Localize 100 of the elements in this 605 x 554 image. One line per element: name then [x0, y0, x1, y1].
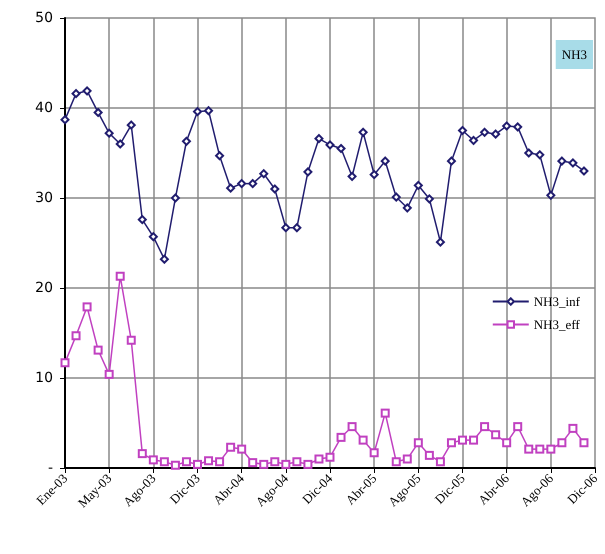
text: NH3 — [562, 47, 588, 62]
point — [215, 457, 224, 466]
point — [491, 130, 500, 139]
point — [436, 457, 445, 466]
point — [72, 89, 81, 98]
point — [513, 122, 522, 132]
point — [557, 156, 566, 166]
y-tick-label: 10 — [35, 370, 53, 386]
point — [568, 158, 578, 168]
point — [502, 122, 512, 130]
point — [326, 140, 334, 150]
point — [424, 194, 434, 204]
point — [524, 148, 534, 158]
point — [104, 370, 114, 379]
point — [160, 457, 169, 466]
point — [469, 136, 478, 145]
point — [480, 128, 490, 137]
point — [535, 150, 544, 160]
point — [82, 302, 92, 312]
point — [458, 436, 467, 445]
point — [148, 455, 158, 464]
point — [458, 126, 467, 135]
point — [259, 460, 268, 469]
point — [126, 336, 136, 345]
point — [402, 203, 412, 212]
point — [116, 272, 125, 281]
point — [182, 457, 191, 466]
point — [579, 166, 588, 176]
point — [126, 120, 136, 130]
point — [281, 460, 290, 469]
point — [392, 457, 401, 466]
point — [513, 422, 522, 432]
point — [380, 156, 390, 166]
point — [170, 460, 180, 470]
y-tick-label: 40 — [35, 100, 53, 116]
point — [104, 128, 114, 138]
point — [60, 358, 70, 368]
point — [348, 422, 357, 432]
point — [116, 140, 125, 148]
point — [480, 422, 490, 432]
point — [348, 172, 357, 181]
point — [579, 438, 588, 448]
point — [326, 452, 334, 462]
point — [60, 115, 70, 124]
point — [259, 169, 268, 178]
point — [424, 450, 434, 460]
point — [314, 134, 324, 144]
point — [336, 432, 346, 442]
point — [292, 457, 302, 466]
point — [82, 86, 92, 96]
point — [546, 190, 556, 200]
point — [303, 460, 312, 469]
point — [358, 128, 368, 137]
point — [546, 444, 556, 454]
point — [138, 449, 147, 458]
legend-label: NH3_eff — [534, 317, 580, 332]
point — [72, 331, 81, 340]
point — [193, 460, 202, 469]
point — [568, 424, 578, 433]
point — [414, 438, 423, 448]
point — [336, 144, 346, 153]
point — [358, 436, 368, 445]
point — [446, 438, 456, 448]
point — [160, 254, 169, 264]
y-tick-label: 30 — [35, 190, 53, 206]
point — [502, 438, 512, 448]
y-tick-label: 20 — [35, 280, 53, 296]
point — [182, 136, 191, 146]
point — [237, 179, 246, 188]
point — [248, 458, 258, 468]
point — [138, 215, 147, 224]
point — [148, 232, 158, 242]
point — [414, 180, 423, 190]
point — [392, 192, 401, 202]
y-tick-label: - — [48, 460, 53, 476]
point — [557, 438, 566, 448]
point — [469, 436, 478, 445]
point — [226, 184, 236, 193]
point — [436, 238, 445, 247]
point — [524, 444, 534, 454]
point — [446, 156, 456, 166]
legend-label: NH3_inf — [534, 294, 581, 309]
point — [237, 444, 246, 454]
point — [94, 108, 103, 117]
point — [270, 184, 280, 194]
point — [226, 442, 236, 452]
point — [370, 448, 379, 458]
point — [535, 444, 544, 454]
point — [94, 346, 103, 355]
point — [402, 454, 412, 464]
point — [303, 167, 312, 176]
point — [380, 408, 390, 418]
point — [204, 456, 214, 466]
point — [170, 194, 180, 202]
point — [204, 106, 214, 116]
y-tick-label: 50 — [35, 10, 53, 26]
point — [491, 430, 500, 440]
point — [370, 170, 379, 180]
point — [314, 454, 324, 464]
point — [193, 107, 202, 116]
